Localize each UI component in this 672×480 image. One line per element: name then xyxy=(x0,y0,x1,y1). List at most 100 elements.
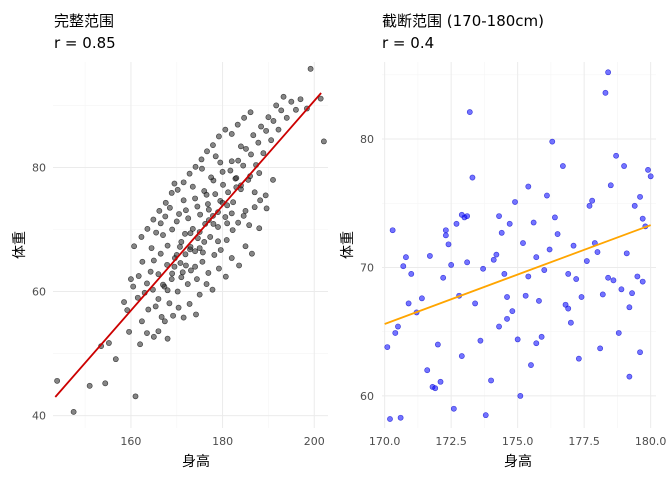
data-point xyxy=(178,238,185,245)
data-point xyxy=(573,276,580,282)
data-point xyxy=(242,207,249,214)
data-point xyxy=(229,227,236,234)
data-point xyxy=(194,203,201,210)
data-point xyxy=(230,199,237,206)
data-point xyxy=(607,182,614,189)
data-point xyxy=(258,123,264,130)
data-point xyxy=(144,225,151,232)
x-tick-label: 180 xyxy=(212,435,233,448)
data-point xyxy=(179,269,186,276)
data-point xyxy=(257,197,264,204)
x-tick-label: 175.0 xyxy=(502,435,534,448)
data-point xyxy=(128,276,134,283)
data-point xyxy=(220,181,226,188)
x-tick-label: 200 xyxy=(304,435,325,448)
data-point xyxy=(126,328,132,335)
data-point xyxy=(419,295,425,302)
data-point xyxy=(273,102,280,109)
data-point xyxy=(464,259,471,266)
data-point xyxy=(637,349,643,356)
data-point xyxy=(219,168,226,175)
data-point xyxy=(626,373,633,380)
data-point xyxy=(275,126,282,133)
data-point xyxy=(234,121,241,128)
data-point xyxy=(605,274,612,281)
data-point xyxy=(450,405,457,412)
data-point xyxy=(293,106,299,113)
data-point xyxy=(215,238,221,245)
data-point xyxy=(262,192,269,199)
data-point xyxy=(631,202,638,209)
data-point xyxy=(288,98,295,105)
regression-line xyxy=(54,92,322,398)
data-point xyxy=(538,333,545,340)
data-point xyxy=(549,138,556,145)
data-point xyxy=(187,243,194,250)
data-point xyxy=(242,243,249,250)
data-point xyxy=(522,292,529,299)
x-tick-labels: 170.0 172.5 175.0 177.5 180.0 xyxy=(369,435,667,448)
data-point xyxy=(554,231,561,237)
data-point xyxy=(514,336,521,343)
data-point xyxy=(102,380,109,387)
data-point xyxy=(448,262,455,268)
data-point xyxy=(243,145,249,152)
data-point xyxy=(224,220,231,227)
data-point xyxy=(544,192,550,199)
data-point xyxy=(204,148,210,155)
data-point xyxy=(270,176,276,183)
data-point xyxy=(150,257,157,264)
data-point xyxy=(225,189,231,196)
data-point xyxy=(512,199,518,205)
data-point xyxy=(192,195,198,202)
data-point xyxy=(183,262,189,269)
data-point xyxy=(320,138,327,145)
data-point xyxy=(199,249,206,256)
panel-truncated-range: 截断范围 (170-180cm) r = 0.4 170.0 172.5 175.0… xyxy=(340,12,666,470)
data-point xyxy=(180,314,187,321)
data-point xyxy=(148,245,155,252)
data-point xyxy=(170,312,176,319)
x-tick-labels: 160 180 200 xyxy=(120,435,324,448)
data-point xyxy=(216,265,222,272)
data-point xyxy=(501,270,508,277)
data-point xyxy=(217,247,224,253)
data-point xyxy=(565,270,572,277)
data-point xyxy=(623,250,630,257)
data-point xyxy=(384,344,391,350)
data-point xyxy=(86,382,93,389)
data-point xyxy=(496,323,502,330)
data-point xyxy=(602,89,609,96)
data-point xyxy=(106,340,112,346)
data-point xyxy=(265,114,272,121)
data-point xyxy=(533,340,540,347)
data-point xyxy=(205,201,211,207)
data-point xyxy=(256,170,263,176)
y-tick-label: 60 xyxy=(360,390,374,403)
data-point xyxy=(183,207,189,214)
data-point xyxy=(150,216,157,223)
data-point xyxy=(185,215,192,222)
data-point xyxy=(228,131,235,137)
x-tick-label: 172.5 xyxy=(435,435,467,448)
data-point xyxy=(235,157,242,164)
data-point xyxy=(212,153,219,160)
data-point xyxy=(155,296,162,302)
data-point xyxy=(248,151,254,158)
data-point xyxy=(188,267,194,274)
data-point xyxy=(158,314,165,320)
data-point xyxy=(196,245,203,252)
data-point xyxy=(567,319,574,326)
data-point xyxy=(283,114,290,121)
data-point xyxy=(176,211,182,217)
data-point xyxy=(255,139,262,146)
data-point xyxy=(246,222,253,229)
data-point xyxy=(389,227,396,234)
data-point xyxy=(268,137,275,144)
y-axis-label: 体重 xyxy=(12,231,28,259)
data-point xyxy=(645,166,651,173)
data-point xyxy=(174,186,181,193)
data-point xyxy=(613,152,619,159)
data-point xyxy=(493,251,500,258)
